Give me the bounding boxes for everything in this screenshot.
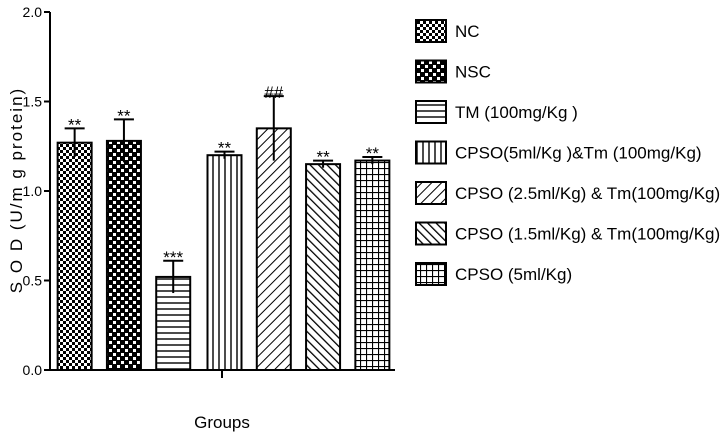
legend-label-6: CPSO (1.5ml/Kg) & Tm(100mg/Kg) <box>455 225 720 244</box>
bar-7 <box>354 159 391 371</box>
significance-label-5: ## <box>264 83 283 102</box>
legend-label-7: CPSO (5ml/Kg) <box>455 265 572 284</box>
bar-1 <box>56 141 93 371</box>
significance-label-3: *** <box>163 248 183 267</box>
bar-4 <box>206 154 243 371</box>
legend-swatch-3 <box>415 100 447 124</box>
legend-label-4: CPSO(5ml/Kg )&Tm (100mg/Kg) <box>455 144 702 163</box>
significance-label-6: ** <box>316 148 330 167</box>
legend-label-1: NC <box>455 22 480 41</box>
y-tick-label: 1.5 <box>23 94 43 110</box>
y-tick-label: 0.0 <box>23 362 43 378</box>
legend-swatch-6 <box>415 221 447 246</box>
significance-label-2: ** <box>117 106 131 125</box>
legend-swatch-1 <box>415 19 447 43</box>
bar-6 <box>305 163 342 371</box>
legend-label-2: NSC <box>455 63 491 82</box>
significance-label-7: ** <box>366 144 380 163</box>
x-axis-title: Groups <box>194 413 250 432</box>
y-tick-label: 1.0 <box>23 183 43 199</box>
significance-label-4: ** <box>218 139 232 158</box>
y-tick-label: 2.0 <box>23 4 43 20</box>
bar-5 <box>255 127 292 371</box>
bars-group: ** *******##** ** <box>56 83 391 372</box>
legend-swatch-4 <box>415 140 447 165</box>
bar-2 <box>105 139 142 371</box>
legend-swatch-5 <box>415 181 447 205</box>
significance-label-1: ** <box>68 115 82 134</box>
legend-swatch-2 <box>415 59 447 84</box>
y-tick-label: 0.5 <box>23 273 43 289</box>
legend-label-5: CPSO (2.5ml/Kg) & Tm(100mg/Kg) <box>455 184 720 203</box>
legend-label-3: TM (100mg/Kg ) <box>455 103 578 122</box>
legend-swatch-7 <box>415 262 447 286</box>
legend: NC NSC TM (100mg/Kg ) CPSO(5ml/Kg )&Tm (100… <box>415 19 720 286</box>
y-axis-title: S O D (U/m g protein) <box>7 87 26 293</box>
